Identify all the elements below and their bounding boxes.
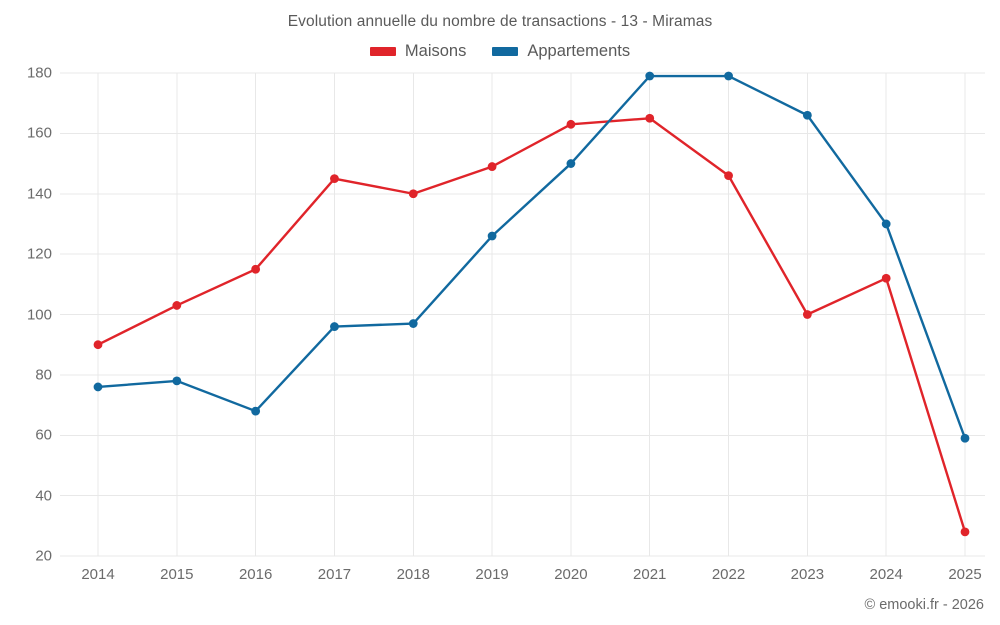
- data-point[interactable]: [172, 301, 182, 310]
- data-point[interactable]: [960, 433, 970, 443]
- data-point[interactable]: [330, 322, 339, 331]
- plot-area: [60, 71, 985, 557]
- data-point[interactable]: [881, 273, 891, 283]
- y-axis-tick-label: 140: [26, 185, 52, 203]
- data-point[interactable]: [408, 319, 418, 328]
- data-point[interactable]: [93, 340, 103, 350]
- x-axis-tick-label: 2018: [396, 566, 430, 583]
- y-axis-tick-label: 160: [26, 124, 52, 142]
- data-point[interactable]: [645, 71, 655, 81]
- y-axis: 20 40 60 80 100 120 140 160 180: [0, 0, 52, 625]
- x-axis-tick-label: 2014: [81, 566, 115, 583]
- data-point[interactable]: [251, 406, 261, 416]
- data-point[interactable]: [724, 71, 733, 81]
- series-line-appartements: [96, 74, 967, 440]
- data-point[interactable]: [487, 231, 497, 241]
- data-point[interactable]: [251, 264, 261, 274]
- y-axis-tick-label: 60: [35, 426, 52, 444]
- x-axis-tick-label: 2019: [475, 566, 509, 583]
- data-point[interactable]: [408, 189, 418, 199]
- legend-label-appartements: Appartements: [527, 42, 631, 60]
- data-point[interactable]: [724, 171, 733, 181]
- legend-item-appartements[interactable]: Appartements: [492, 42, 630, 61]
- data-point[interactable]: [487, 162, 497, 171]
- data-point[interactable]: [645, 113, 655, 123]
- y-axis-tick-label: 20: [35, 547, 52, 565]
- data-point[interactable]: [93, 382, 103, 392]
- data-point[interactable]: [960, 527, 970, 537]
- chart-legend: Maisons Appartements: [0, 42, 1000, 61]
- data-point[interactable]: [881, 219, 891, 229]
- x-axis-tick-label: 2016: [238, 566, 273, 583]
- x-axis-tick-label: 2023: [790, 566, 825, 583]
- chart-credit: © emooki.fr - 2026: [864, 597, 984, 613]
- data-point[interactable]: [330, 174, 339, 184]
- legend-swatch-appartements: [492, 47, 519, 56]
- x-axis-tick-label: 2024: [869, 566, 903, 583]
- data-point[interactable]: [172, 376, 182, 386]
- x-axis-tick-label: 2020: [554, 566, 588, 583]
- x-axis-tick-label: 2025: [948, 566, 982, 583]
- y-axis-tick-label: 180: [26, 64, 52, 82]
- chart-title: Evolution annuelle du nombre de transact…: [287, 13, 713, 30]
- x-axis-tick-label: 2015: [160, 566, 194, 583]
- data-point[interactable]: [802, 310, 812, 319]
- series-line-maisons: [96, 117, 967, 534]
- x-axis-tick-label: 2021: [633, 566, 667, 583]
- data-point[interactable]: [566, 159, 576, 168]
- y-axis-tick-label: 120: [26, 245, 52, 263]
- x-axis-tick-label: 2022: [711, 566, 746, 583]
- y-axis-tick-label: 40: [35, 487, 52, 505]
- legend-swatch-maisons: [369, 47, 396, 56]
- legend-item-maisons[interactable]: Maisons: [369, 42, 467, 61]
- data-point[interactable]: [566, 119, 576, 129]
- data-point[interactable]: [802, 110, 812, 120]
- y-axis-tick-label: 100: [26, 306, 52, 323]
- legend-label-maisons: Maisons: [404, 42, 467, 60]
- x-axis-tick-label: 2017: [317, 566, 352, 583]
- plot-svg: [60, 71, 985, 557]
- y-axis-tick-label: 80: [35, 366, 52, 384]
